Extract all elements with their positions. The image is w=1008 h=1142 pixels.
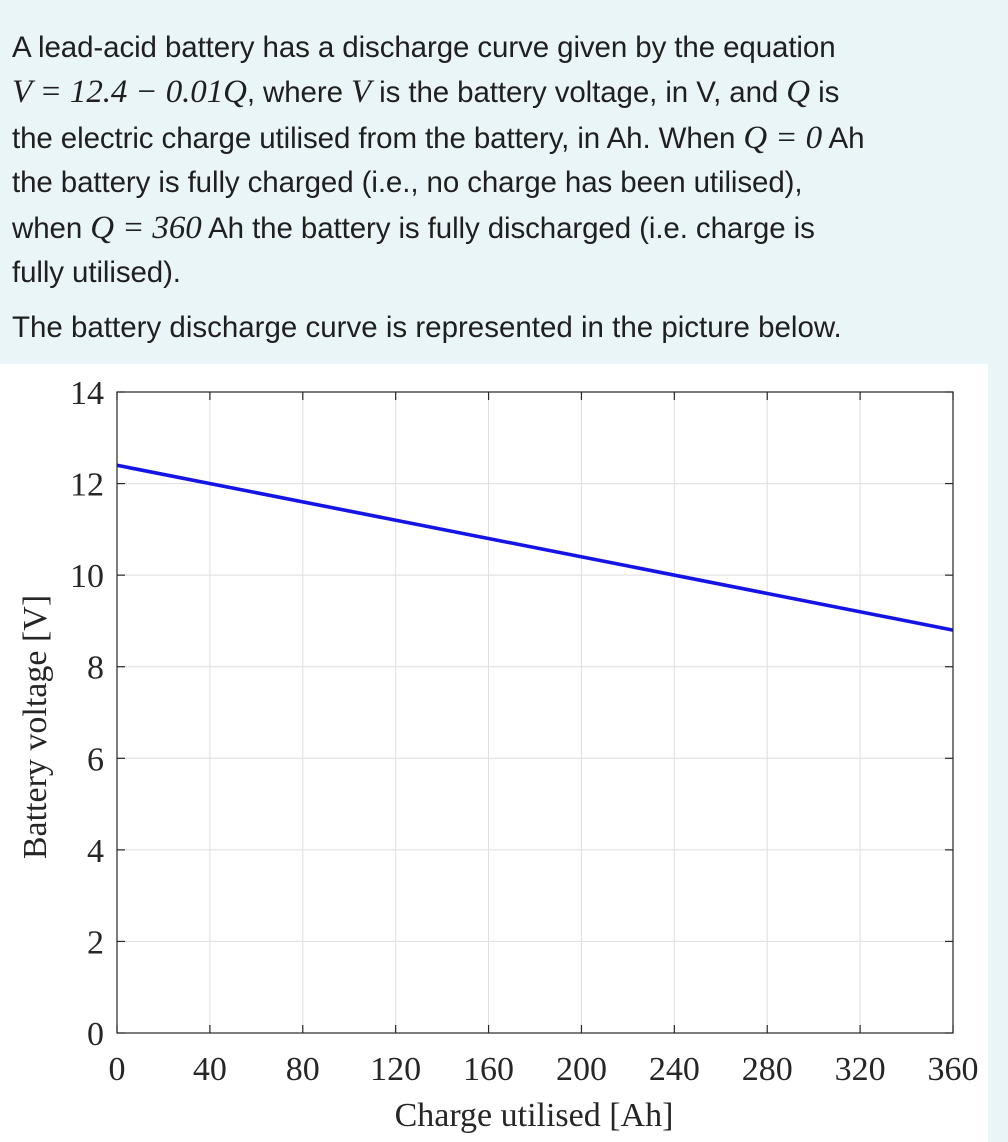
plot-frame <box>116 391 954 1034</box>
y-tick-label: 2 <box>87 924 104 961</box>
question-line-1: A lead-acid battery has a discharge curv… <box>12 26 998 70</box>
y-tick-label: 4 <box>87 833 104 870</box>
question-text-segment: is <box>810 76 840 110</box>
question-text-segment: fully utilised). <box>12 256 181 290</box>
y-tick-label: 10 <box>70 558 104 595</box>
figure-intro: The battery discharge curve is represent… <box>12 311 842 344</box>
variable-q: Q <box>786 74 811 111</box>
question-text: A lead-acid battery has a discharge curv… <box>12 26 998 295</box>
question-text-segment: , where <box>246 76 351 110</box>
question-line-2: V = 12.4 − 0.01Q, where V is the battery… <box>12 70 998 115</box>
question-text-segment: Ah the battery is fully discharged (i.e.… <box>201 211 815 245</box>
equation-q-zero: Q = 0 <box>743 119 823 156</box>
question-line-6: fully utilised). <box>12 251 998 295</box>
x-tick-label: 0 <box>109 1051 126 1088</box>
chart-tick-labels: 0 40 80 120 160 200 240 280 320 360 0 2 4 6 8 10 12 14 <box>70 375 979 1088</box>
question-text-segment: Ah <box>822 121 865 155</box>
question-text-segment: the battery is fully charged (i.e., no c… <box>12 166 803 200</box>
discharge-equation: V = 12.4 − 0.01Q <box>12 74 247 111</box>
question-text-segment: the electric charge utilised from the ba… <box>12 121 744 155</box>
x-tick-label: 120 <box>370 1051 421 1088</box>
x-tick-label: 40 <box>193 1051 227 1088</box>
y-tick-label: 8 <box>87 650 104 687</box>
x-tick-label: 200 <box>556 1051 607 1088</box>
y-tick-label: 6 <box>87 741 104 778</box>
x-tick-label: 280 <box>742 1051 793 1088</box>
discharge-curve-line <box>116 463 954 632</box>
y-tick-label: 14 <box>70 375 104 412</box>
chart-series <box>116 463 954 632</box>
y-axis-label: Battery voltage [V] <box>17 595 54 859</box>
discharge-chart: 0 40 80 120 160 200 240 280 320 360 0 2 4 6 8 10 12 14 Ch… <box>0 364 988 1142</box>
x-tick-label: 240 <box>649 1051 700 1088</box>
x-tick-label: 160 <box>463 1051 514 1088</box>
y-tick-label: 0 <box>87 1016 104 1053</box>
question-text-segment: A lead-acid battery has a discharge curv… <box>12 31 836 64</box>
x-tick-label: 320 <box>835 1051 886 1088</box>
question-line-5: when Q = 360 Ah the battery is fully dis… <box>12 206 998 251</box>
variable-v: V <box>350 74 372 111</box>
question-line-3: the electric charge utilised from the ba… <box>12 116 998 161</box>
equation-q-360: Q = 360 <box>90 209 202 246</box>
chart-svg: 0 40 80 120 160 200 240 280 320 360 0 2 4 6 8 10 12 14 Ch… <box>17 375 979 1134</box>
x-axis-label: Charge utilised [Ah] <box>395 1097 674 1134</box>
question-line-4: the battery is fully charged (i.e., no c… <box>12 161 998 205</box>
y-tick-label: 12 <box>70 467 104 504</box>
question-text-segment: is the battery voltage, in V, and <box>371 76 787 110</box>
x-tick-label: 80 <box>286 1051 320 1088</box>
question-text-segment: when <box>12 211 91 245</box>
x-tick-label: 360 <box>928 1051 979 1088</box>
